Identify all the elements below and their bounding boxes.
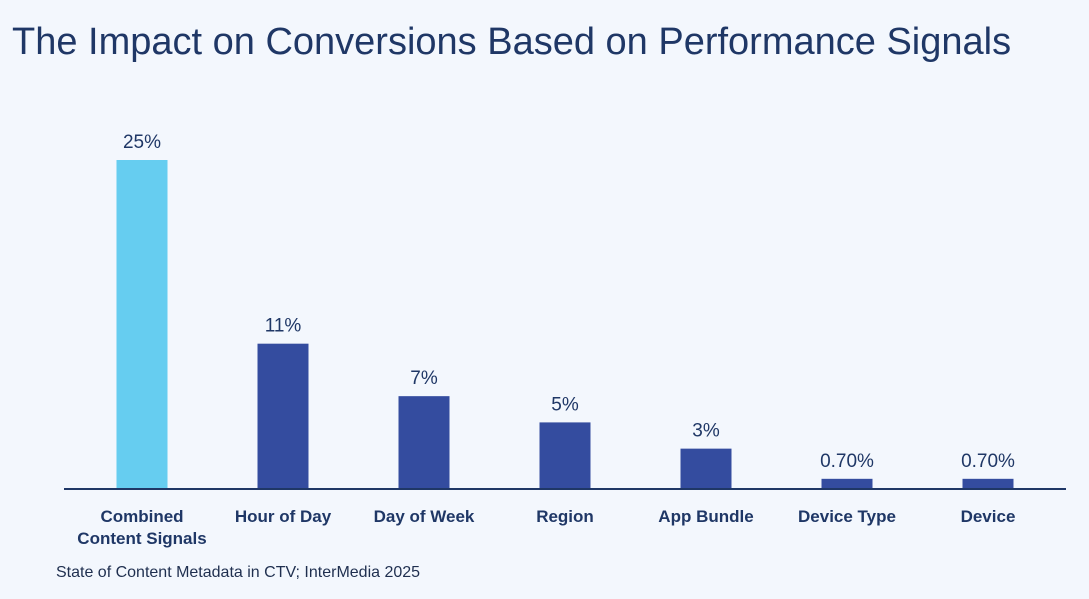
category-label-3: Region — [536, 507, 594, 526]
value-labels-layer: 25% 11% 7% 5% 3% 0.70% 0.70% — [123, 132, 1015, 472]
category-label-2: Day of Week — [374, 507, 475, 526]
category-labels-layer: Combined Content Signals Hour of Day Day of… — [77, 507, 1015, 548]
value-label-4: 3% — [692, 421, 720, 442]
bar-3 — [539, 422, 591, 488]
bar-6 — [962, 478, 1014, 488]
bar-0 — [116, 160, 168, 488]
bar-5 — [821, 478, 873, 488]
bar-1 — [257, 343, 309, 488]
bar-chart: 25% 11% 7% 5% 3% 0.70% 0.70% Combined Content S… — [64, 132, 1066, 548]
bar-2 — [398, 396, 450, 488]
value-label-2: 7% — [410, 368, 438, 389]
category-label-5: Device Type — [798, 507, 896, 526]
category-label-0: Combined Content Signals — [77, 507, 206, 548]
value-label-6: 0.70% — [961, 451, 1015, 472]
category-label-6: Device — [961, 507, 1016, 526]
category-label-1: Hour of Day — [235, 507, 332, 526]
category-label-4: App Bundle — [658, 507, 753, 526]
chart-title: The Impact on Conversions Based on Perfo… — [12, 21, 1012, 63]
value-label-3: 5% — [551, 394, 579, 415]
value-label-0: 25% — [123, 132, 161, 153]
value-label-1: 11% — [265, 316, 302, 337]
source-note: State of Content Metadata in CTV; InterM… — [56, 564, 421, 581]
bars-layer — [116, 160, 1014, 488]
bar-4 — [680, 448, 732, 488]
value-label-5: 0.70% — [820, 451, 874, 472]
